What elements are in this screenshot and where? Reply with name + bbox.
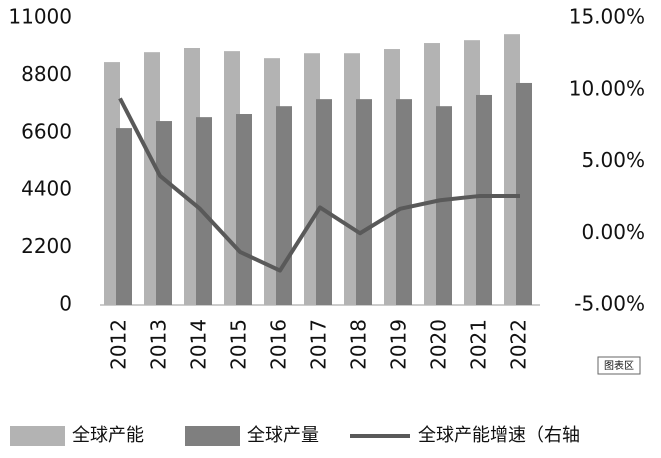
badge: 图表区: [604, 359, 634, 372]
y2-tick-label: 0.00%: [581, 220, 645, 244]
bar: [236, 114, 252, 305]
line: [118, 97, 520, 273]
x-tick-label: 2019: [387, 319, 411, 370]
bar: [116, 128, 132, 305]
y2-tick-label: -5.00%: [574, 292, 645, 316]
x-tick-label: 2012: [107, 319, 131, 370]
legend-label: 全球产量: [247, 425, 319, 446]
legend-label: 全球产能: [72, 425, 144, 446]
y-tick-label: 8800: [21, 62, 72, 86]
x-tick-label: 2015: [227, 319, 251, 370]
bar: [516, 82, 532, 305]
y-tick-label: 4400: [21, 177, 72, 201]
y-tick-label: 0: [59, 292, 72, 316]
x-tick-label: 2013: [147, 319, 171, 370]
bar: [316, 99, 332, 305]
x-tick-label: 2020: [427, 319, 451, 370]
bar: [156, 121, 172, 306]
x-tick-label: 2022: [507, 319, 531, 370]
x-tick-label: 2014: [187, 319, 211, 370]
y-tick-label: 6600: [21, 119, 72, 143]
y2-tick-label: 5.00%: [581, 148, 645, 172]
y-tick-label: 11000: [8, 5, 72, 29]
legend-swatch: [10, 426, 65, 446]
y2-tick-label: 15.00%: [569, 5, 645, 29]
x-tick-label: 2018: [347, 319, 371, 370]
bar: [356, 99, 372, 305]
badge-box: [597, 356, 641, 375]
bar: [436, 106, 452, 305]
y-tick-label: 2200: [21, 234, 72, 258]
x-tick-label: 2017: [307, 319, 331, 370]
legend-label: 全球产能增速（右轴: [418, 425, 580, 446]
y2-tick-label: 10.00%: [569, 76, 645, 100]
x-tick-label: 2016: [267, 319, 291, 370]
bar: [396, 99, 412, 305]
legend-swatch: [185, 426, 240, 446]
bar: [276, 106, 292, 305]
bar: [476, 94, 492, 305]
x-tick-label: 2021: [467, 319, 491, 370]
